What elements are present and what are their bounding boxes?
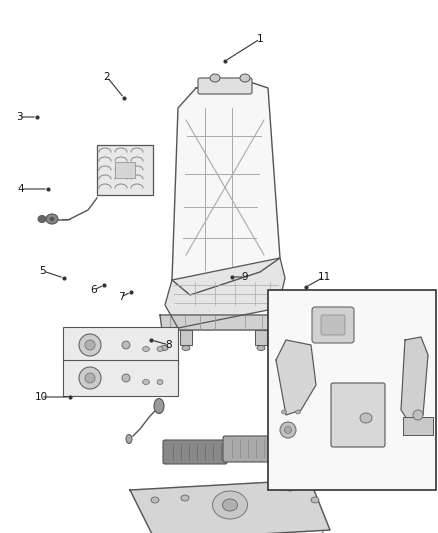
Bar xyxy=(403,417,433,435)
Bar xyxy=(277,330,289,345)
FancyBboxPatch shape xyxy=(331,383,385,447)
Ellipse shape xyxy=(151,497,159,503)
Ellipse shape xyxy=(413,410,423,420)
Text: 11: 11 xyxy=(318,272,331,282)
Ellipse shape xyxy=(160,345,168,351)
FancyBboxPatch shape xyxy=(329,424,371,466)
Ellipse shape xyxy=(85,340,95,350)
Polygon shape xyxy=(401,337,428,425)
Ellipse shape xyxy=(181,495,189,501)
Ellipse shape xyxy=(38,215,46,222)
Ellipse shape xyxy=(122,374,130,382)
Text: 5: 5 xyxy=(40,266,46,276)
Bar xyxy=(97,145,153,195)
Ellipse shape xyxy=(126,434,132,443)
Ellipse shape xyxy=(157,379,163,384)
Ellipse shape xyxy=(85,373,95,383)
Ellipse shape xyxy=(79,334,101,356)
Ellipse shape xyxy=(122,341,130,349)
Text: 7: 7 xyxy=(118,292,124,302)
Ellipse shape xyxy=(360,413,372,423)
Ellipse shape xyxy=(50,217,54,221)
Text: 2: 2 xyxy=(104,72,110,82)
Bar xyxy=(268,290,436,490)
Ellipse shape xyxy=(46,214,58,224)
Ellipse shape xyxy=(285,426,292,433)
Ellipse shape xyxy=(223,499,237,511)
FancyBboxPatch shape xyxy=(312,307,354,343)
Bar xyxy=(180,330,192,345)
Bar xyxy=(63,327,178,363)
Bar xyxy=(115,162,135,178)
Ellipse shape xyxy=(286,485,294,491)
FancyBboxPatch shape xyxy=(223,436,307,462)
Text: 10: 10 xyxy=(35,392,48,402)
FancyBboxPatch shape xyxy=(198,78,252,94)
Polygon shape xyxy=(276,340,316,415)
Text: 6: 6 xyxy=(91,285,97,295)
Ellipse shape xyxy=(154,399,164,414)
Polygon shape xyxy=(165,258,285,328)
FancyBboxPatch shape xyxy=(321,315,345,335)
Ellipse shape xyxy=(296,410,300,414)
Text: 8: 8 xyxy=(166,340,172,350)
Ellipse shape xyxy=(282,410,286,414)
Bar xyxy=(63,360,178,396)
Ellipse shape xyxy=(182,345,190,351)
Ellipse shape xyxy=(142,379,149,384)
Ellipse shape xyxy=(79,367,101,389)
Polygon shape xyxy=(130,480,330,533)
Ellipse shape xyxy=(210,74,220,82)
Ellipse shape xyxy=(257,345,265,351)
Bar xyxy=(255,330,267,345)
Ellipse shape xyxy=(142,346,149,351)
Polygon shape xyxy=(172,82,280,295)
Ellipse shape xyxy=(279,345,287,351)
Text: 1: 1 xyxy=(257,34,263,44)
Ellipse shape xyxy=(157,346,163,351)
Polygon shape xyxy=(160,315,290,330)
Ellipse shape xyxy=(212,491,247,519)
Text: 4: 4 xyxy=(18,184,25,194)
Bar xyxy=(158,330,170,345)
Ellipse shape xyxy=(311,497,319,503)
Ellipse shape xyxy=(280,422,296,438)
FancyBboxPatch shape xyxy=(163,440,227,464)
Text: 3: 3 xyxy=(16,112,22,122)
Ellipse shape xyxy=(240,74,250,82)
Text: 9: 9 xyxy=(242,272,248,282)
